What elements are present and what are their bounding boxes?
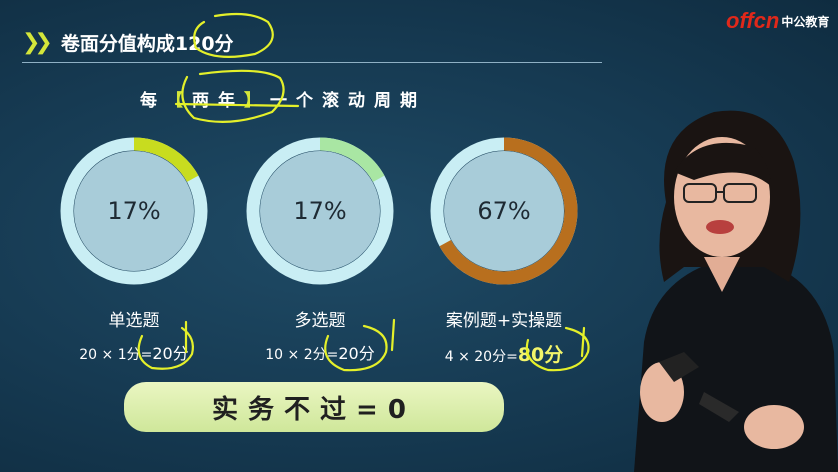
score-formula: 20 × 1分=20分 (39, 340, 229, 364)
formula-expression: 20 × 1分= (79, 347, 153, 363)
brand-logo: offcn 中公教育 (726, 8, 829, 34)
donut-percent: 17% (107, 197, 161, 225)
double-chevron-icon: ❯❯ (22, 29, 53, 55)
donut-disc (444, 151, 564, 271)
donut-multiple-choice: 17% (246, 137, 394, 285)
cycle-period: 两年 (192, 91, 244, 111)
category-label: 案例题+实操题 (445, 311, 563, 331)
donut-percent: 17% (293, 197, 347, 225)
donut-chart (60, 137, 208, 285)
key-point-banner: 实务不过=0 (124, 382, 504, 432)
presenter-video (634, 110, 838, 472)
cycle-bracket-open: 【 (166, 91, 192, 111)
donut-case-practical: 67% (430, 137, 578, 285)
formula-result: 80分 (517, 344, 564, 366)
cycle-prefix: 每 (140, 91, 166, 111)
slide-title: 卷面分值构成120分 (60, 32, 234, 55)
donut-chart (430, 137, 578, 285)
cycle-statement: 每【两年】一个滚动周期 (140, 86, 426, 111)
cycle-suffix: 一个滚动周期 (270, 91, 426, 111)
category-label: 多选题 (294, 311, 346, 331)
donut-chart (246, 137, 394, 285)
cycle-bracket-close: 】 (244, 91, 270, 111)
brand-logo-cn: 中公教育 (781, 14, 830, 29)
formula-expression: 10 × 2分= (265, 347, 339, 363)
category-label: 单选题 (108, 311, 160, 331)
donut-percent: 67% (477, 197, 531, 225)
donut-arc (430, 137, 578, 285)
title-bar: ❯❯ 卷面分值构成120分 (22, 28, 234, 56)
formula-result: 20分 (152, 344, 189, 363)
formula-expression: 4 × 20分= (444, 349, 518, 365)
donut-disc (260, 151, 380, 271)
donut-arc (60, 137, 208, 285)
formula-result: 20分 (338, 344, 375, 363)
donut-disc (74, 151, 194, 271)
score-formula: 4 × 20分=80分 (409, 340, 599, 367)
score-formula: 10 × 2分=20分 (225, 340, 415, 364)
brand-logo-text: offcn (726, 8, 780, 33)
title-divider (22, 62, 602, 63)
donut-single-choice: 17% (60, 137, 208, 285)
donut-arc (246, 137, 394, 285)
